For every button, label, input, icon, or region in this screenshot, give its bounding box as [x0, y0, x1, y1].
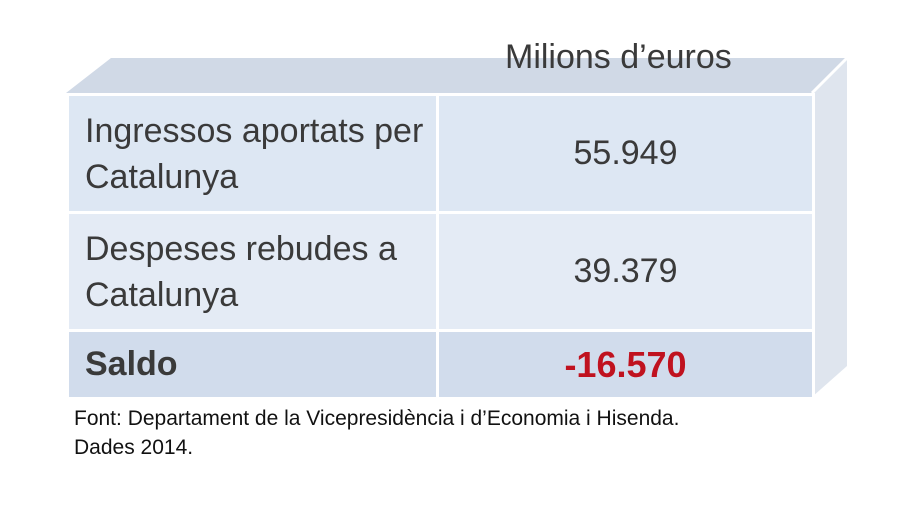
source-line-1: Font: Departament de la Vicepresidència …: [74, 407, 680, 430]
budget-balance-table: Ingressos aportats per Catalunya 55.949 …: [66, 93, 815, 400]
table-row: Despeses rebudes a Catalunya 39.379: [66, 211, 815, 332]
table-top-face: [66, 58, 847, 93]
total-label: Saldo: [66, 329, 439, 400]
source-line-2: Dades 2014.: [74, 436, 194, 459]
row-value-expenses: 39.379: [436, 211, 815, 332]
source-note: Font: Departament de la Vicepresidència …: [74, 404, 679, 462]
table-row-total: Saldo -16.570: [66, 329, 815, 400]
table-side-face: [812, 58, 847, 397]
row-label-income: Ingressos aportats per Catalunya: [66, 93, 439, 214]
total-value: -16.570: [436, 329, 815, 400]
table-row: Ingressos aportats per Catalunya 55.949: [66, 93, 815, 214]
units-label: Milions d’euros: [505, 38, 732, 76]
row-value-income: 55.949: [436, 93, 815, 214]
row-label-expenses: Despeses rebudes a Catalunya: [66, 211, 439, 332]
